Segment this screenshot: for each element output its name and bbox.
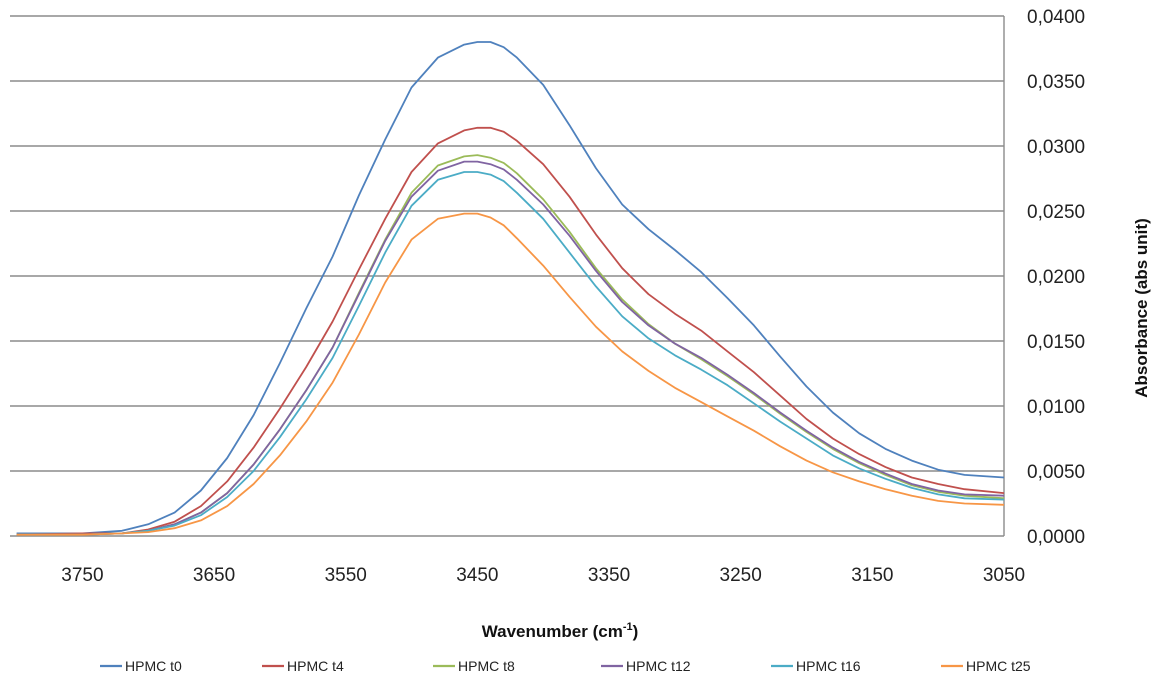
series-line-hpmc-t25 <box>16 212 1005 536</box>
series-line-hpmc-t8 <box>16 154 1005 536</box>
legend-item-hpmc-t8: HPMC t8 <box>433 658 515 674</box>
x-tick-label: 3250 <box>720 565 762 586</box>
x-tick-label: 3450 <box>456 565 498 586</box>
legend-label: HPMC t4 <box>287 658 344 674</box>
y-axis-title: Absorbance (abs unit) <box>1132 218 1151 397</box>
legend-item-hpmc-t4: HPMC t4 <box>262 658 344 674</box>
x-tick-label: 3650 <box>193 565 235 586</box>
series-line-hpmc-t12 <box>16 160 1005 536</box>
y-axis-ticks: 0,0000 0,0050 0,0100 0,0150 0,0200 0,0250 0,03… <box>1027 7 1085 548</box>
y-tick-label: 0,0100 <box>1027 397 1085 418</box>
legend-item-hpmc-t12: HPMC t12 <box>601 658 691 674</box>
legend: HPMC t0 HPMC t4 HPMC t8 HPMC t12 HPMC t16 HPM… <box>100 658 1031 674</box>
y-tick-label: 0,0200 <box>1027 267 1085 288</box>
y-tick-label: 0,0000 <box>1027 527 1085 548</box>
x-tick-label: 3350 <box>588 565 630 586</box>
legend-item-hpmc-t16: HPMC t16 <box>771 658 861 674</box>
series-line-hpmc-t16 <box>16 171 1005 536</box>
y-tick-label: 0,0150 <box>1027 332 1085 353</box>
x-tick-label: 3150 <box>851 565 893 586</box>
legend-label: HPMC t12 <box>626 658 691 674</box>
y-tick-label: 0,0350 <box>1027 72 1085 93</box>
y-tick-label: 0,0300 <box>1027 137 1085 158</box>
y-tick-label: 0,0050 <box>1027 462 1085 483</box>
x-tick-label: 3550 <box>325 565 367 586</box>
legend-label: HPMC t0 <box>125 658 182 674</box>
series-line-hpmc-t0 <box>16 41 1005 535</box>
legend-item-hpmc-t25: HPMC t25 <box>941 658 1031 674</box>
legend-item-hpmc-t0: HPMC t0 <box>100 658 182 674</box>
series-lines <box>16 41 1005 536</box>
x-axis-ticks: 3750 3650 3550 3450 3350 3250 3150 3050 <box>61 565 1025 586</box>
gridlines <box>10 15 1005 537</box>
x-tick-label: 3050 <box>983 565 1025 586</box>
legend-label: HPMC t16 <box>796 658 861 674</box>
x-tick-label: 3750 <box>61 565 103 586</box>
y-tick-label: 0,0400 <box>1027 7 1085 28</box>
legend-label: HPMC t8 <box>458 658 515 674</box>
series-line-hpmc-t4 <box>16 126 1005 536</box>
y-tick-label: 0,0250 <box>1027 202 1085 223</box>
legend-label: HPMC t25 <box>966 658 1031 674</box>
x-axis-title: Wavenumber (cm-1) <box>482 621 639 641</box>
